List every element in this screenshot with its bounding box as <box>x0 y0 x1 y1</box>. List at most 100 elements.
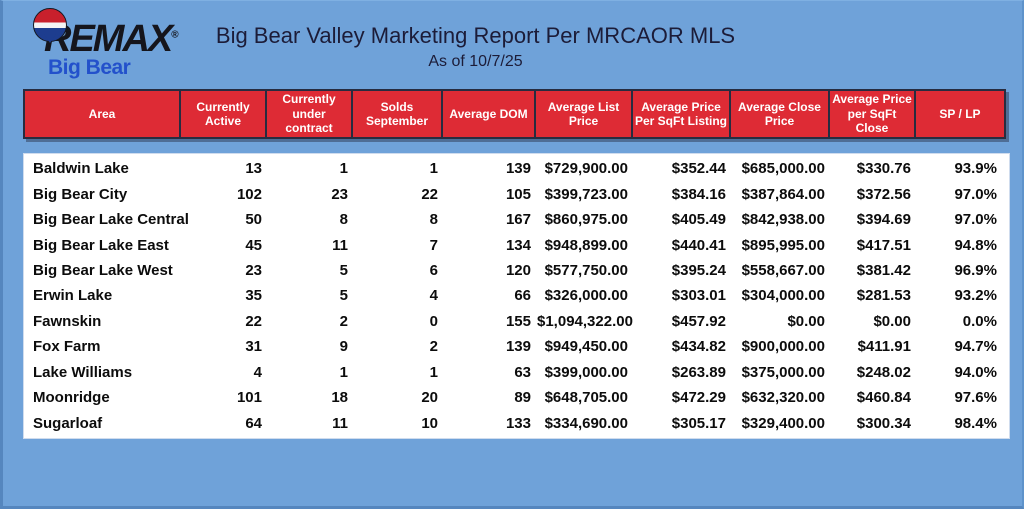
value-cell: 11 <box>332 236 348 254</box>
value-cell: $417.51 <box>856 236 911 254</box>
value-cell: 63 <box>514 363 531 381</box>
area-name-cell: Fox Farm <box>33 338 101 356</box>
value-cell: $248.02 <box>856 363 911 381</box>
value-cell: 167 <box>505 211 531 229</box>
value-cell: $900,000.00 <box>741 338 825 356</box>
report-date: As of 10/7/25 <box>428 53 523 71</box>
area-name-cell: Sugarloaf <box>33 414 103 432</box>
value-cell: 0.0% <box>962 312 997 330</box>
value-cell: 22 <box>421 185 438 203</box>
value-cell: 11 <box>332 414 348 432</box>
value-cell: 1 <box>339 363 348 381</box>
value-cell: 66 <box>514 287 531 305</box>
value-cell: 94.8% <box>954 236 997 254</box>
value-cell: $330.76 <box>856 160 911 178</box>
value-cell: $334,690.00 <box>544 414 628 432</box>
value-cell: $895,995.00 <box>741 236 825 254</box>
registered-trademark-icon: ® <box>171 29 179 41</box>
column-header: Average Price Per SqFt Listing <box>631 91 729 137</box>
report-header: Big Bear Valley Marketing Report Per MRC… <box>3 23 948 71</box>
table-row: Erwin Lake 35 5 4 66 $326,000.00 $303.01 $304,0… <box>24 283 1009 308</box>
value-cell: 139 <box>505 160 531 178</box>
value-cell: $395.24 <box>671 262 726 280</box>
table-body: Baldwin Lake 13 1 1 139 $729,900.00 $352.44 $68… <box>23 153 1010 439</box>
value-cell: $399,000.00 <box>544 363 628 381</box>
remax-logo: REMAX® Big Bear <box>27 5 227 85</box>
value-cell: $411.91 <box>857 338 911 356</box>
value-cell: 8 <box>339 211 348 229</box>
area-name-cell: Baldwin Lake <box>33 160 129 178</box>
value-cell: $300.34 <box>856 414 911 432</box>
value-cell: 101 <box>236 389 262 407</box>
remax-balloon-icon <box>33 8 67 42</box>
column-header: Average List Price <box>534 91 631 137</box>
table-row: Big Bear Lake Central 50 8 8 167 $860,975.00 $… <box>24 207 1009 232</box>
page-title: Big Bear Valley Marketing Report Per MRC… <box>215 23 736 48</box>
value-cell: $304,000.00 <box>741 287 825 305</box>
value-cell: 10 <box>421 414 438 432</box>
value-cell: 93.9% <box>954 160 997 178</box>
value-cell: $729,900.00 <box>544 160 628 178</box>
column-header: Area <box>88 106 116 121</box>
value-cell: 23 <box>245 262 262 280</box>
area-name-cell: Big Bear Lake West <box>33 262 173 280</box>
value-cell: 8 <box>429 211 438 229</box>
column-header: Average DOM <box>441 91 534 137</box>
value-cell: 96.9% <box>954 262 997 280</box>
value-cell: 1 <box>339 160 348 178</box>
value-cell: $281.53 <box>856 287 911 305</box>
value-cell: $842,938.00 <box>741 211 825 229</box>
value-cell: 120 <box>505 262 531 280</box>
value-cell: $472.29 <box>671 389 726 407</box>
value-cell: 64 <box>245 414 262 432</box>
value-cell: $440.41 <box>671 236 726 254</box>
value-cell: 133 <box>505 414 531 432</box>
value-cell: 1 <box>429 160 438 178</box>
value-cell: 139 <box>505 338 531 356</box>
value-cell: $399,723.00 <box>544 185 628 203</box>
value-cell: 23 <box>331 185 348 203</box>
value-cell: 2 <box>339 312 348 330</box>
value-cell: $326,000.00 <box>544 287 628 305</box>
value-cell: $632,320.00 <box>741 389 825 407</box>
value-cell: 4 <box>429 287 438 305</box>
area-name-cell: Big Bear City <box>33 185 128 203</box>
value-cell: $372.56 <box>856 185 911 203</box>
area-name-cell: Big Bear Lake East <box>33 236 169 254</box>
column-header: Solds September <box>351 91 441 137</box>
value-cell: $685,000.00 <box>741 160 825 178</box>
area-name-cell: Erwin Lake <box>33 287 113 305</box>
value-cell: 4 <box>253 363 262 381</box>
table-row: Baldwin Lake 13 1 1 139 $729,900.00 $352.44 $68… <box>24 156 1009 181</box>
table-row: Big Bear Lake West 23 5 6 120 $577,750.00 $395… <box>24 258 1009 283</box>
value-cell: 35 <box>245 287 262 305</box>
value-cell: 20 <box>421 389 438 407</box>
value-cell: $384.16 <box>671 185 726 203</box>
value-cell: $1,094,322.00 <box>537 312 633 330</box>
value-cell: 97.6% <box>954 389 997 407</box>
value-cell: 22 <box>245 312 262 330</box>
value-cell: $329,400.00 <box>741 414 825 432</box>
value-cell: 134 <box>505 236 531 254</box>
value-cell: 13 <box>245 160 262 178</box>
value-cell: 102 <box>236 185 262 203</box>
value-cell: 2 <box>429 338 438 356</box>
table-row: Moonridge 101 18 20 89 $648,705.00 $472.29 $632… <box>24 385 1009 410</box>
value-cell: $457.92 <box>671 312 726 330</box>
value-cell: $305.17 <box>671 414 726 432</box>
value-cell: $387,864.00 <box>741 185 825 203</box>
value-cell: 97.0% <box>954 185 997 203</box>
value-cell: $394.69 <box>856 211 911 229</box>
table-row: Big Bear Lake East 45 11 7 134 $948,899.00 $44… <box>24 232 1009 257</box>
value-cell: 93.2% <box>954 287 997 305</box>
value-cell: 97.0% <box>954 211 997 229</box>
value-cell: 5 <box>339 262 348 280</box>
value-cell: 1 <box>429 363 438 381</box>
value-cell: $577,750.00 <box>544 262 628 280</box>
value-cell: $263.89 <box>671 363 726 381</box>
value-cell: $648,705.00 <box>544 389 628 407</box>
value-cell: 155 <box>505 312 531 330</box>
column-header: Currently under contract <box>265 91 351 137</box>
column-header: Average Close Price <box>729 91 828 137</box>
